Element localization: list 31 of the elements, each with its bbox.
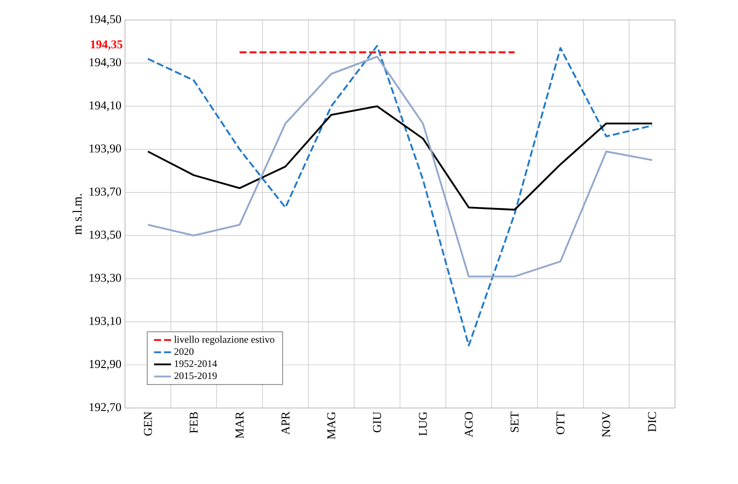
line-series <box>147 105 653 211</box>
line-series <box>147 44 653 346</box>
x-tick-label: APR <box>281 412 290 435</box>
x-tick-label: GIU <box>373 412 382 432</box>
x-tick-label: AGO <box>464 412 473 438</box>
y-tick-label: 192,70 <box>90 403 122 413</box>
y-tick-label: 194,50 <box>90 15 122 25</box>
x-tick-label: FEB <box>190 412 198 434</box>
legend-label: 2020 <box>174 348 194 355</box>
x-tick-label: OTT <box>556 412 564 434</box>
y-tick-label: 193,90 <box>90 144 122 154</box>
legend-label: 1952-2014 <box>174 360 217 368</box>
legend-label: 2015-2019 <box>174 372 217 380</box>
x-tick-label: MAG <box>327 412 336 440</box>
x-tick-label: DIC <box>648 412 656 432</box>
x-tick-label: GEN <box>144 412 152 436</box>
x-tick-label: SET <box>510 412 519 432</box>
y-tick-label: 192,90 <box>90 360 122 370</box>
line-series <box>147 56 653 278</box>
x-tick-label: NOV <box>602 412 610 438</box>
y-tick-label: 193,10 <box>90 316 122 327</box>
x-tick-label: LUG <box>418 412 427 436</box>
y-tick-label: 193,50 <box>90 230 122 240</box>
y-axis-title: m s.l.m. <box>72 194 82 235</box>
legend-label: livello regolazione estivo <box>174 336 274 345</box>
text: 194,35 <box>90 40 122 50</box>
y-tick-label: 193,30 <box>90 274 122 284</box>
y-tick-label: 193,70 <box>90 188 122 198</box>
y-tick-label: 194,10 <box>90 101 122 112</box>
x-tick-label: MAR <box>236 412 244 438</box>
y-tick-label: 194,30 <box>90 58 122 68</box>
